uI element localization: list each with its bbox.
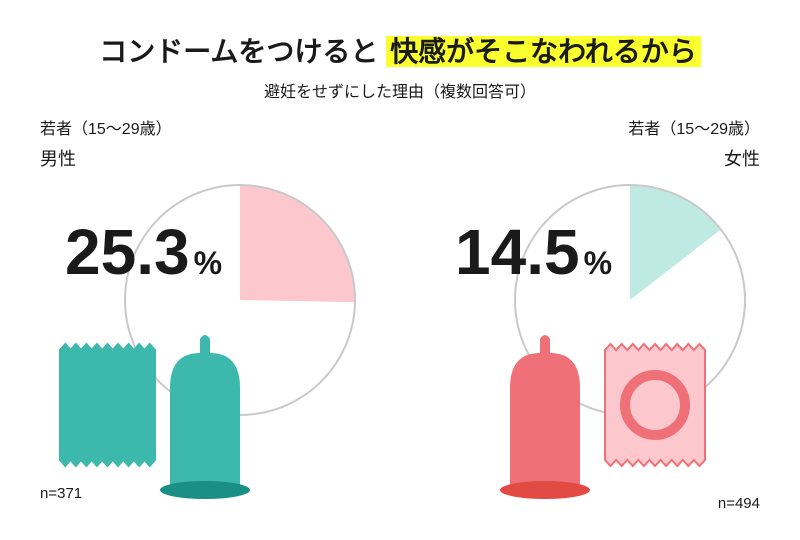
left-group-label: 若者（15～29歳） <box>40 115 172 139</box>
right-n-label: n=494 <box>718 495 760 512</box>
right-percent-value: 14.5 <box>455 215 580 289</box>
right-percent-symbol: % <box>584 245 612 282</box>
left-gender-label: 男性 <box>40 145 76 171</box>
right-condom-icon <box>500 335 730 510</box>
right-group-label: 若者（15～29歳） <box>628 115 760 139</box>
title-highlight: 快感がそこなわれるから <box>386 36 701 67</box>
left-percent: 25.3 % <box>65 215 222 289</box>
main-title: コンドームをつけると 快感がそこなわれるから <box>0 30 800 70</box>
left-n-label: n=371 <box>40 485 82 502</box>
subtitle: 避妊をせずにした理由（複数回答可） <box>0 78 800 102</box>
right-gender-label: 女性 <box>724 145 760 171</box>
right-percent: 14.5 % <box>455 215 612 289</box>
left-percent-value: 25.3 <box>65 215 190 289</box>
left-condom-icon <box>55 335 265 510</box>
title-prefix: コンドームをつけると <box>99 36 378 67</box>
left-percent-symbol: % <box>194 245 222 282</box>
